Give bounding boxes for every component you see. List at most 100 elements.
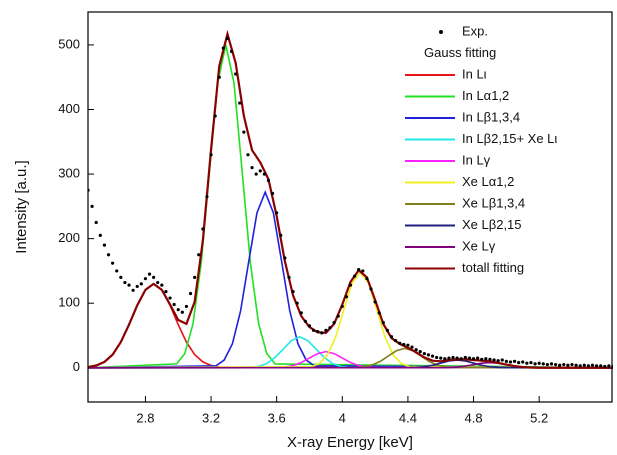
data-point (369, 287, 373, 291)
data-point (447, 356, 451, 360)
data-point (119, 275, 123, 279)
data-point (287, 275, 291, 279)
data-point (266, 178, 271, 183)
data-point (348, 283, 353, 287)
data-point (443, 357, 447, 361)
data-point (316, 330, 320, 334)
data-point (283, 256, 287, 260)
data-point (463, 355, 467, 360)
data-point (209, 153, 213, 157)
data-point (430, 354, 435, 358)
data-point (164, 289, 168, 294)
data-point (471, 357, 476, 361)
data-point (435, 355, 439, 360)
y-tick-label: 500 (58, 36, 80, 51)
data-point (357, 268, 361, 272)
data-point (258, 169, 262, 173)
data-point (229, 49, 234, 53)
data-point (90, 204, 94, 208)
data-point (135, 284, 139, 289)
data-point (385, 328, 390, 332)
fit-line (88, 44, 613, 369)
data-point (439, 356, 443, 360)
data-point (603, 364, 607, 369)
data-point (176, 308, 180, 312)
data-point (332, 320, 336, 325)
data-point (172, 302, 176, 307)
data-point (160, 283, 164, 287)
y-tick-label: 100 (58, 295, 80, 310)
y-tick-label: 400 (58, 101, 80, 116)
data-point (365, 277, 369, 281)
y-axis-label: Intensity [a.u.] (13, 160, 30, 253)
data-point (340, 304, 344, 309)
data-point (262, 172, 266, 176)
data-point (197, 253, 201, 257)
data-point (250, 166, 254, 170)
data-point (394, 339, 398, 343)
data-point (217, 75, 221, 79)
legend-label: In Lα1,2 (462, 88, 509, 103)
data-point (533, 362, 537, 366)
data-point (139, 282, 143, 286)
data-point (590, 363, 595, 367)
data-point (246, 153, 250, 157)
data-point (562, 362, 566, 367)
data-point (574, 363, 578, 367)
data-point (537, 361, 541, 365)
data-point (508, 360, 513, 364)
data-point (324, 328, 328, 332)
data-point (570, 362, 574, 367)
data-point (102, 243, 107, 247)
legend-label: In Lβ1,3,4 (462, 109, 520, 124)
legend-marker (439, 30, 443, 34)
data-point (553, 362, 558, 367)
x-axis-label: X-ray Energy [keV] (287, 434, 413, 451)
data-point (451, 355, 455, 360)
legend-label: In Lβ2,15+ Xe Lι (462, 131, 557, 146)
data-point (201, 227, 205, 231)
data-point (188, 291, 193, 296)
data-point (402, 342, 406, 347)
x-tick-label: 4.8 (465, 410, 483, 425)
data-point (389, 335, 394, 339)
data-point (353, 274, 357, 278)
data-point (184, 304, 189, 309)
data-point (377, 311, 381, 315)
data-point (242, 130, 246, 134)
data-point (476, 356, 480, 360)
data-point (275, 211, 279, 215)
data-point (98, 233, 102, 238)
x-tick-label: 4 (339, 410, 346, 425)
data-point (299, 311, 303, 315)
data-point (521, 360, 525, 364)
x-tick-label: 3.6 (268, 410, 286, 425)
fit-line (88, 189, 613, 369)
data-point (344, 295, 348, 299)
legend-label: Xe Lβ2,15 (462, 217, 522, 232)
fit-line (88, 347, 613, 369)
data-point (279, 233, 283, 238)
x-tick-label: 4.4 (399, 410, 417, 425)
data-point (496, 359, 500, 363)
data-point (291, 289, 295, 294)
data-point (221, 46, 225, 50)
data-point (320, 331, 324, 335)
x-tick-label: 3.2 (202, 410, 220, 425)
legend-label: Xe Lβ1,3,4 (462, 195, 525, 210)
data-point (270, 191, 275, 196)
data-point (541, 362, 545, 366)
data-point (578, 364, 582, 368)
data-point (303, 319, 307, 323)
data-point (106, 253, 111, 257)
data-point (545, 362, 549, 367)
x-tick-label: 2.8 (136, 410, 154, 425)
data-point (180, 310, 184, 314)
y-tick-label: 200 (58, 230, 80, 245)
data-point (558, 363, 562, 367)
data-point (336, 314, 340, 318)
data-point (238, 101, 242, 105)
data-point (455, 356, 459, 360)
data-point (512, 359, 517, 363)
fit-line (88, 29, 613, 369)
